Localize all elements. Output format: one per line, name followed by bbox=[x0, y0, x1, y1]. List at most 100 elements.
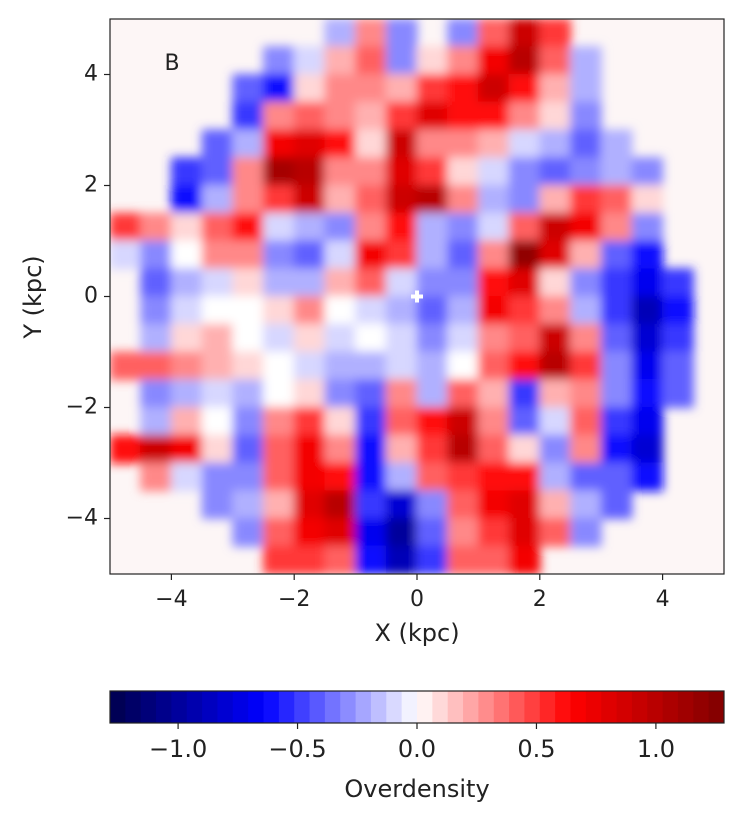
heatmap-cell bbox=[170, 379, 203, 408]
colorbar-swatch bbox=[171, 691, 188, 723]
heatmap-cell bbox=[416, 101, 449, 131]
colorbar-tick-label: 0.5 bbox=[517, 735, 555, 763]
heatmap-cell bbox=[477, 212, 510, 242]
heatmap-cell bbox=[324, 240, 357, 270]
heatmap-cell bbox=[416, 46, 449, 75]
heatmap-cell bbox=[600, 351, 633, 381]
heatmap-cell bbox=[447, 323, 479, 353]
heatmap-cell bbox=[662, 351, 694, 381]
heatmap-cell bbox=[508, 323, 541, 353]
heatmap-cell bbox=[324, 19, 357, 48]
heatmap-cell bbox=[508, 46, 541, 75]
heatmap-cell bbox=[263, 101, 295, 131]
y-axis-label: Y (kpc) bbox=[19, 255, 47, 339]
heatmap-cell bbox=[355, 74, 387, 103]
heatmap-cell bbox=[355, 490, 387, 519]
heatmap-cell bbox=[570, 157, 602, 186]
heatmap-cell bbox=[324, 379, 357, 408]
colorbar-swatch bbox=[432, 691, 449, 723]
heatmap-cell bbox=[263, 518, 295, 547]
heatmap-cell bbox=[232, 434, 264, 464]
heatmap-cell bbox=[539, 434, 571, 464]
colorbar-swatch bbox=[493, 691, 510, 723]
heatmap-cell bbox=[570, 268, 602, 297]
heatmap-cell bbox=[570, 240, 602, 270]
heatmap-cell bbox=[140, 434, 172, 464]
heatmap-cell bbox=[385, 268, 418, 297]
heatmap-cell bbox=[477, 379, 510, 408]
heatmap-cell bbox=[477, 296, 510, 325]
heatmap-cell bbox=[324, 212, 357, 242]
heatmap-cell bbox=[201, 268, 234, 297]
heatmap-cell bbox=[662, 296, 694, 325]
heatmap-cell bbox=[263, 323, 295, 353]
colorbar-tick-label: −1.0 bbox=[149, 735, 207, 763]
heatmap-cell bbox=[293, 129, 326, 159]
heatmap-cell bbox=[263, 185, 295, 214]
heatmap-cell bbox=[416, 212, 449, 242]
heatmap-cell bbox=[631, 296, 664, 325]
heatmap-cell bbox=[201, 296, 234, 325]
heatmap-cell bbox=[355, 296, 387, 325]
heatmap-cell bbox=[110, 351, 142, 381]
heatmap-cell bbox=[263, 434, 295, 464]
heatmap-cell bbox=[508, 19, 541, 48]
colorbar-swatch bbox=[509, 691, 525, 723]
heatmap-cell bbox=[477, 323, 510, 353]
heatmap-cell bbox=[324, 518, 357, 547]
heatmap-cell bbox=[570, 351, 602, 381]
heatmap-cell bbox=[293, 157, 326, 186]
panel-label: B bbox=[164, 51, 179, 76]
colorbar-swatch bbox=[631, 691, 648, 723]
heatmap-cell bbox=[600, 240, 633, 270]
heatmap-cell bbox=[662, 268, 694, 297]
heatmap-cell bbox=[631, 407, 664, 436]
x-tick-label: 0 bbox=[410, 587, 424, 612]
heatmap-cell bbox=[570, 212, 602, 242]
heatmap-cell bbox=[263, 296, 295, 325]
heatmap-cell bbox=[539, 407, 571, 436]
heatmap-cell bbox=[293, 240, 326, 270]
heatmap-cell bbox=[631, 351, 664, 381]
heatmap-cell bbox=[201, 434, 234, 464]
heatmap-cell bbox=[600, 323, 633, 353]
heatmap-cell bbox=[508, 379, 541, 408]
heatmap-cell bbox=[447, 518, 479, 547]
heatmap-cell bbox=[324, 185, 357, 214]
colorbar-swatch bbox=[370, 691, 387, 723]
heatmap-cell bbox=[508, 74, 541, 103]
x-axis-label: X (kpc) bbox=[374, 619, 459, 647]
heatmap-cell bbox=[355, 46, 387, 75]
heatmap-cell bbox=[140, 212, 172, 242]
heatmap-cell bbox=[324, 46, 357, 75]
colorbar-swatch bbox=[447, 691, 464, 723]
heatmap-cell bbox=[477, 545, 510, 574]
heatmap-cell bbox=[263, 74, 295, 103]
heatmap-cell bbox=[170, 157, 203, 186]
colorbar-swatch bbox=[693, 691, 710, 723]
x-tick-label: −2 bbox=[278, 587, 310, 612]
heatmap-cell bbox=[170, 351, 203, 381]
heatmap-cell bbox=[508, 462, 541, 492]
heatmap-cell bbox=[416, 545, 449, 574]
sun-marker bbox=[411, 290, 423, 303]
heatmap-cell bbox=[477, 240, 510, 270]
heatmap-cell bbox=[263, 545, 295, 574]
heatmap-cell bbox=[170, 185, 203, 214]
heatmap-cell bbox=[355, 157, 387, 186]
heatmap-cell bbox=[355, 407, 387, 436]
heatmap-cell bbox=[293, 434, 326, 464]
heatmap-cell bbox=[201, 462, 234, 492]
heatmap-cell bbox=[416, 74, 449, 103]
heatmap-cell bbox=[201, 407, 234, 436]
heatmap-cell bbox=[447, 545, 479, 574]
heatmap-cell bbox=[477, 351, 510, 381]
heatmap-cell bbox=[201, 323, 234, 353]
heatmap-cell bbox=[385, 129, 418, 159]
heatmap-cell bbox=[324, 407, 357, 436]
heatmap-cell bbox=[570, 46, 602, 75]
heatmap-cell bbox=[416, 296, 449, 325]
heatmap-cell bbox=[508, 157, 541, 186]
heatmap-cell bbox=[140, 296, 172, 325]
heatmap-cell bbox=[662, 379, 694, 408]
